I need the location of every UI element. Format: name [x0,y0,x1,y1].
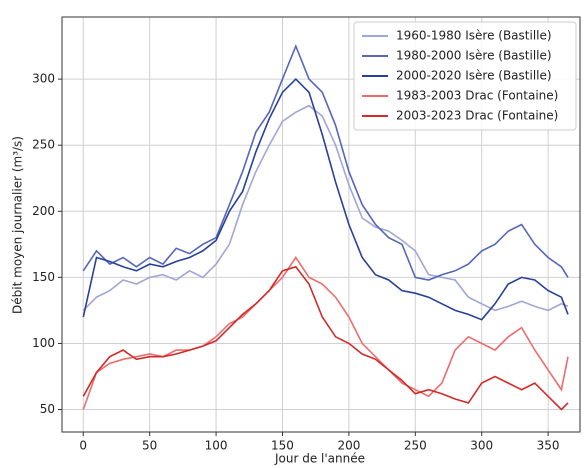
x-tick-label: 50 [142,439,157,453]
legend-label: 1980-2000 Isère (Bastille) [396,49,552,63]
x-tick-label: 100 [205,439,228,453]
series-line [82,256,569,410]
legend-box [353,21,577,131]
legend-label: 2000-2020 Isère (Bastille) [396,69,552,83]
legend-label: 1960-1980 Isère (Bastille) [396,29,552,43]
y-tick-label: 300 [32,72,55,86]
x-tick-label: 200 [337,439,360,453]
plot-frame [61,16,581,433]
x-tick-label: 150 [271,439,294,453]
x-tick-label: 0 [79,439,87,453]
x-tick-label: 250 [404,439,427,453]
series-line [82,265,569,411]
legend: 1960-1980 Isère (Bastille) 1980-2000 Isèr… [353,21,577,131]
x-tick-label: 350 [537,439,560,453]
legend-label: 1983-2003 Drac (Fontaine) [396,89,558,103]
y-tick-label: 50 [40,402,55,416]
x-tick-label: 300 [470,439,493,453]
y-tick-label: 250 [32,138,55,152]
y-tick-label: 150 [32,270,55,284]
y-tick-label: 200 [32,204,55,218]
y-tick-label: 100 [32,336,55,350]
x-axis-label: Jour de l'année [274,452,365,466]
series-line [82,43,569,281]
series-line [82,77,569,321]
legend-label: 2003-2023 Drac (Fontaine) [396,109,558,123]
y-axis-label: Débit moyen journalier (m³/s) [11,136,25,314]
series-line [82,104,569,312]
